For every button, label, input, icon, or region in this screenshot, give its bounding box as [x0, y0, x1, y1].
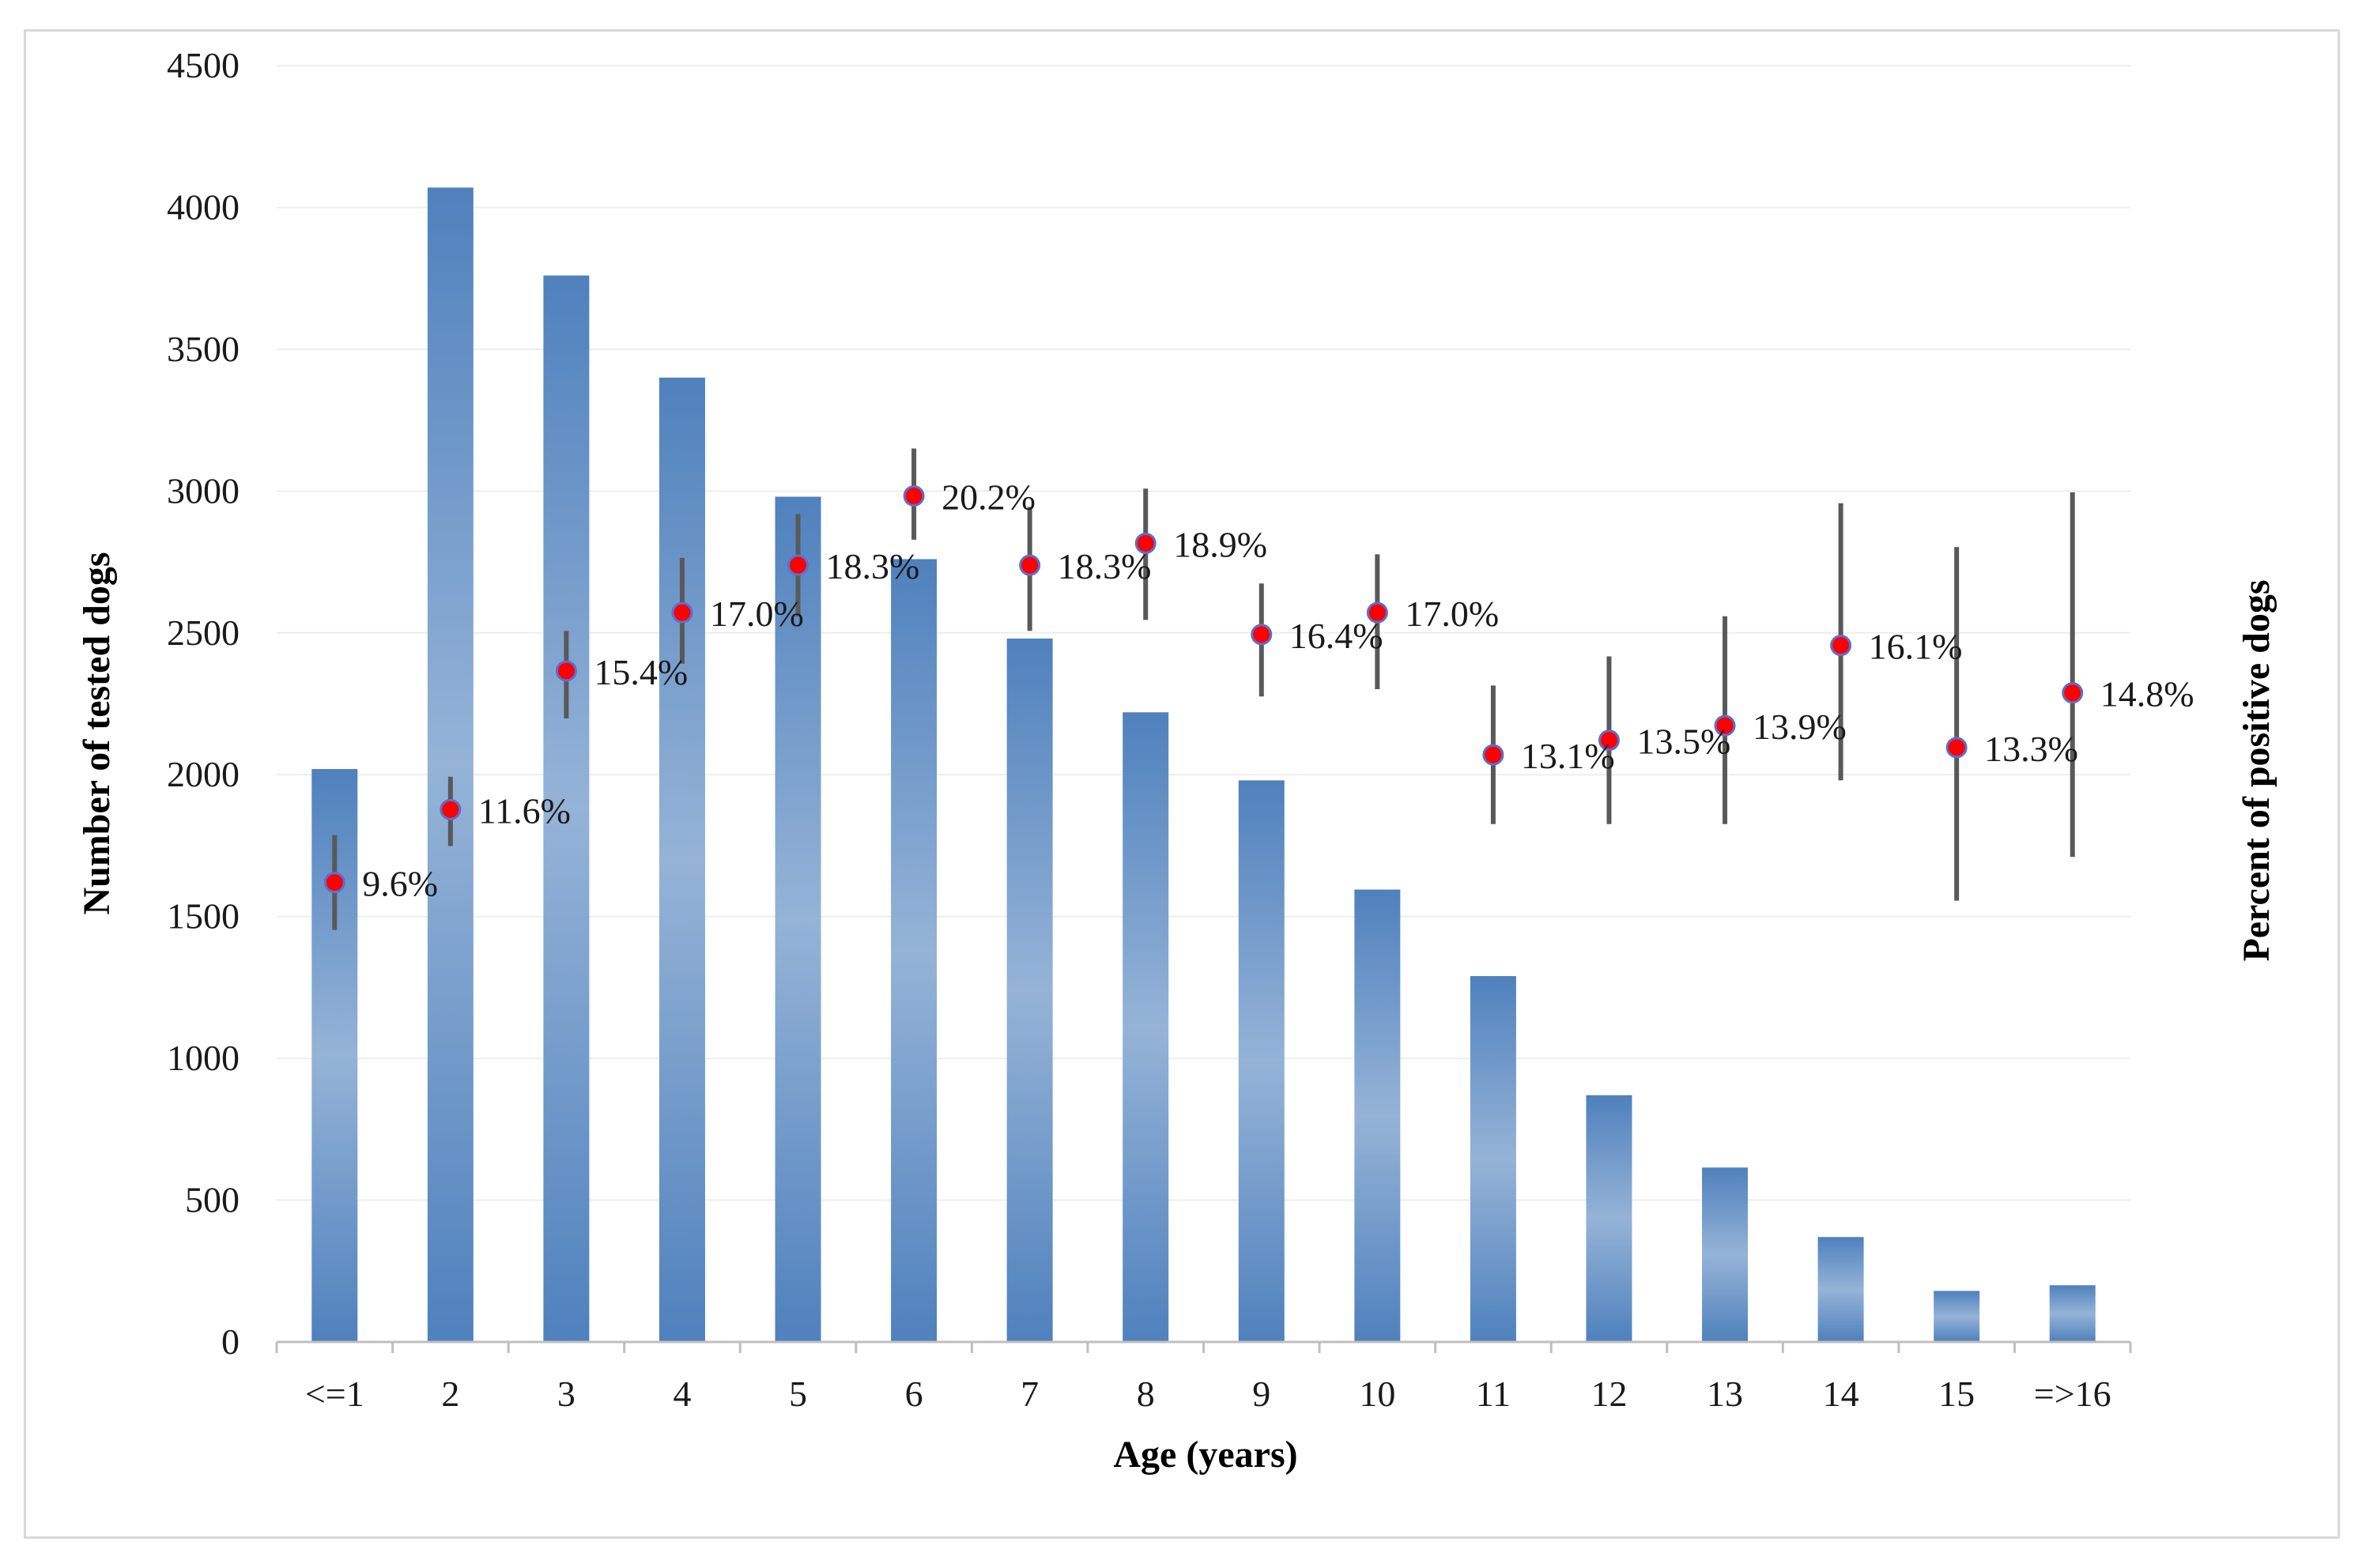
x-tick-label: 2	[441, 1374, 459, 1414]
x-tick-label: 14	[1823, 1374, 1859, 1414]
data-point	[1366, 601, 1388, 624]
data-point	[1598, 729, 1620, 752]
data-label: 17.0%	[1405, 594, 1499, 634]
y-tick-label: 3500	[167, 329, 240, 369]
bar	[1006, 638, 1053, 1342]
x-tick-label: 6	[905, 1374, 923, 1414]
data-point	[1019, 554, 1041, 576]
data-point	[1830, 635, 1852, 657]
x-tick-label: 10	[1359, 1374, 1395, 1414]
x-tick-label: 4	[673, 1374, 691, 1414]
data-label: 16.1%	[1869, 627, 1963, 667]
data-point	[440, 798, 462, 820]
y2-axis-title: Percent of positive dogs	[2236, 579, 2277, 961]
y-tick-label: 3000	[167, 470, 240, 511]
data-point	[787, 554, 809, 576]
y-axis-title: Number of tested dogs	[76, 552, 118, 914]
data-point	[555, 660, 577, 682]
data-label: 18.9%	[1173, 524, 1267, 564]
x-tick-label: 8	[1137, 1374, 1155, 1414]
x-tick-label: 5	[789, 1374, 807, 1414]
data-point	[1251, 624, 1273, 646]
x-tick-label: =>16	[2034, 1374, 2111, 1414]
bar	[427, 187, 474, 1342]
data-label: 20.2%	[941, 477, 1036, 517]
bar	[891, 559, 938, 1342]
x-tick-label: 7	[1021, 1374, 1039, 1414]
bar	[1702, 1167, 1749, 1342]
x-tick-label: 3	[557, 1374, 575, 1414]
data-point	[671, 601, 693, 624]
bar	[1470, 976, 1516, 1342]
data-label: 14.8%	[2100, 674, 2194, 714]
x-tick-label: 11	[1476, 1374, 1511, 1414]
points	[323, 484, 2084, 894]
bar	[1238, 780, 1285, 1342]
bar	[1934, 1291, 1980, 1342]
data-point	[1134, 532, 1157, 554]
y-tick-label: 500	[185, 1180, 240, 1220]
x-tick-label: 12	[1591, 1374, 1627, 1414]
y-tick-label: 2000	[167, 754, 240, 794]
data-point	[903, 484, 925, 507]
y-tick-label: 4000	[167, 187, 240, 227]
y-tick-label: 2500	[167, 612, 240, 653]
data-label: 9.6%	[362, 864, 438, 904]
bar	[1354, 889, 1401, 1342]
data-label: 13.5%	[1636, 722, 1730, 762]
bar	[543, 275, 590, 1343]
bar	[1123, 712, 1169, 1342]
data-label: 18.3%	[1058, 546, 1152, 586]
chart-frame	[24, 29, 2340, 1539]
data-point	[1945, 737, 1968, 759]
y-tick-label: 1500	[167, 896, 240, 937]
data-label: 13.9%	[1753, 707, 1847, 747]
y-tick-label: 4500	[167, 45, 240, 85]
x-tick-label: <=1	[305, 1374, 364, 1414]
data-point	[323, 872, 345, 894]
bar	[775, 496, 821, 1342]
bar	[1586, 1095, 1632, 1342]
data-label: 16.4%	[1289, 616, 1383, 656]
bar	[1817, 1237, 1864, 1342]
data-label: 11.6%	[478, 790, 571, 831]
point-labels: 9.6% 11.6% 15.4% 17.0% 18.3% 20.2% 18.3% 18.9% 1…	[362, 477, 2194, 903]
data-point	[1714, 714, 1736, 737]
data-point	[2062, 682, 2084, 704]
bars	[311, 187, 2096, 1343]
bar	[2049, 1285, 2096, 1342]
x-tick-label: 13	[1707, 1374, 1743, 1414]
data-label: 13.3%	[1984, 729, 2078, 769]
x-tick-label: 15	[1938, 1374, 1975, 1414]
x-tick-label: 9	[1252, 1374, 1270, 1414]
x-axis-title: Age (years)	[1113, 1434, 1297, 1476]
data-label: 18.3%	[826, 546, 920, 586]
data-label: 13.1%	[1521, 736, 1615, 776]
data-label: 17.0%	[710, 594, 804, 634]
axes: 0 500 1000 1500 2000 2500 3000 3500 4000 4500 <=1 2…	[167, 45, 2132, 1414]
y-tick-label: 1000	[167, 1038, 240, 1078]
data-label: 15.4%	[594, 652, 688, 692]
data-point	[1482, 744, 1504, 766]
y-tick-label: 0	[221, 1321, 240, 1362]
bar	[658, 377, 705, 1342]
